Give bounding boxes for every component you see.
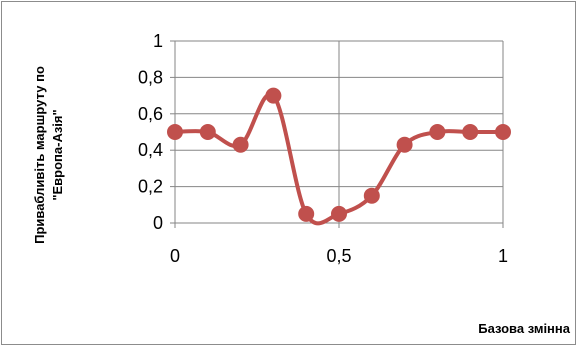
gridlines [170,40,504,228]
data-point-marker [363,187,380,204]
y-tick-label: 0,6 [138,104,163,124]
y-tick-label: 0,4 [138,140,163,160]
data-point-marker [495,124,511,140]
data-point-marker [462,124,479,140]
y-tick-label: 0 [153,213,163,233]
x-tick-label: 1 [498,246,508,266]
series-layer [167,87,511,226]
data-point-marker [298,205,315,222]
y-tick-labels: 0 0,2 0,4 0,6 0,8 1 [138,31,163,233]
x-axis-title: Базова змінна [478,321,571,336]
data-point-marker [167,124,183,140]
y-axis-title-line-2: "Европа-Азія" [50,109,65,200]
y-tick-label: 1 [153,31,163,51]
x-tick-label: 0,5 [326,246,351,266]
x-tick-labels: 0 0,5 1 [170,246,508,266]
data-point-marker [265,87,282,104]
data-point-marker [232,136,249,153]
data-point-marker [331,205,347,222]
data-point-marker [199,124,216,140]
data-point-marker [396,136,413,153]
y-tick-label: 0,2 [138,177,163,197]
y-axis-title-line-1: Привабливіть маршруту по [32,66,47,244]
x-tick-label: 0 [170,246,180,266]
y-tick-label: 0,8 [138,67,163,87]
data-point-marker [429,124,446,140]
